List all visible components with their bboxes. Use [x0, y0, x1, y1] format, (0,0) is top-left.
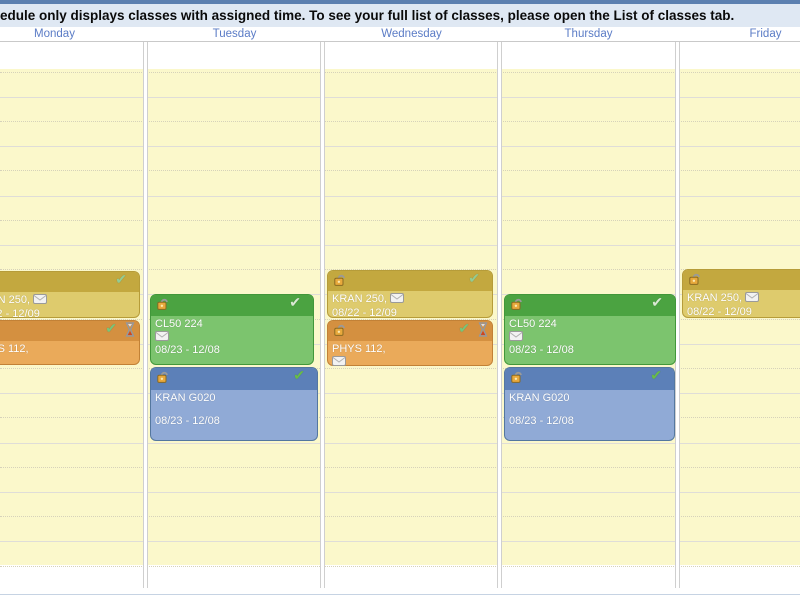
event-kran-250-friday[interactable]: ✔ KRAN 250, 08/22 - 12/09	[682, 269, 800, 318]
envelope-icon	[33, 294, 48, 308]
day-header-row: Monday Tuesday Wednesday Thursday Friday	[0, 27, 800, 41]
check-icon: ✔	[651, 294, 663, 310]
envelope-icon	[745, 292, 760, 306]
event-dates: 08/22 - 12/09	[332, 306, 397, 319]
event-title: CL50 224	[155, 318, 203, 330]
event-header: ✔	[328, 320, 492, 341]
event-body: KRAN G020 08/23 - 12/08	[505, 390, 674, 427]
check-icon: ✔	[468, 270, 480, 286]
column-separator	[143, 42, 148, 588]
event-header: ✔	[505, 367, 674, 390]
event-title: KRAN 250,	[332, 293, 388, 305]
day-header-friday: Friday	[749, 28, 782, 40]
event-body: KRAN 250, 08/22 - 12/09	[328, 291, 492, 319]
event-dates: 08/23 - 12/08	[509, 414, 574, 427]
lock-open-icon	[155, 296, 170, 314]
check-icon: ✔	[289, 294, 301, 310]
event-header: ✔	[151, 367, 317, 390]
event-title: KRAN 250,	[687, 292, 743, 304]
event-body: PHYS 112,	[0, 341, 139, 356]
calendar-grid: ✔ KRAN 250, 08/22 - 12/09 ✔ PHYS 112, ✔	[0, 41, 800, 600]
event-kran-250-monday[interactable]: ✔ KRAN 250, 08/22 - 12/09	[0, 271, 140, 320]
envelope-icon	[155, 330, 169, 345]
lock-open-icon	[509, 369, 524, 387]
event-header: ✔	[505, 294, 675, 316]
event-kran-250-wednesday[interactable]: ✔ KRAN 250, 08/22 - 12/09	[327, 270, 493, 319]
event-header: ✔	[683, 270, 800, 290]
lock-open-icon	[687, 271, 702, 289]
envelope-icon	[332, 355, 346, 370]
notice-banner: edule only displays classes with assigne…	[0, 4, 800, 27]
check-icon: ✔	[293, 367, 305, 383]
column-separator	[497, 42, 502, 588]
lock-open-icon	[332, 272, 347, 290]
day-header-tuesday: Tuesday	[212, 28, 257, 40]
hourglass-icon	[125, 322, 135, 340]
day-header-wednesday: Wednesday	[381, 28, 442, 40]
event-dates: 08/22 - 12/09	[687, 305, 752, 318]
event-header: ✔	[0, 271, 139, 292]
event-phys-112-wednesday[interactable]: ✔ PHYS 112,	[327, 320, 493, 366]
notice-banner-text: edule only displays classes with assigne…	[0, 8, 735, 23]
event-phys-112-monday[interactable]: ✔ PHYS 112,	[0, 320, 140, 365]
event-title: PHYS 112,	[0, 343, 29, 355]
hourglass-icon	[478, 322, 488, 340]
check-icon: ✔	[458, 320, 470, 336]
day-header-monday: Monday	[34, 28, 75, 40]
top-accent-bar	[0, 0, 800, 4]
lock-open-icon	[509, 296, 524, 314]
event-kran-g020-tuesday[interactable]: ✔ KRAN G020 08/23 - 12/08	[150, 367, 318, 441]
event-header: ✔	[0, 320, 139, 341]
check-icon: ✔	[115, 271, 127, 287]
check-icon: ✔	[105, 320, 117, 336]
event-title: CL50 224	[509, 318, 557, 330]
event-dates: 08/23 - 12/08	[155, 414, 220, 427]
event-body: CL50 224 08/23 - 12/08	[151, 316, 313, 357]
event-dates: 08/23 - 12/08	[509, 344, 574, 356]
event-dates: 08/22 - 12/09	[0, 307, 40, 320]
event-title: PHYS 112,	[332, 343, 386, 355]
event-body: KRAN 250, 08/22 - 12/09	[683, 290, 800, 318]
column-separator	[320, 42, 325, 588]
lock-open-icon	[155, 369, 170, 387]
event-title: KRAN G020	[155, 392, 216, 404]
lock-open-icon	[332, 322, 347, 340]
event-body: CL50 224 08/23 - 12/08	[505, 316, 675, 357]
event-header: ✔	[151, 294, 313, 316]
grid-bottom-border	[0, 594, 800, 595]
event-body: KRAN 250, 08/22 - 12/09	[0, 292, 139, 320]
event-body: PHYS 112,	[328, 341, 492, 369]
event-kran-g020-thursday[interactable]: ✔ KRAN G020 08/23 - 12/08	[504, 367, 675, 441]
event-cl50-224-tuesday[interactable]: ✔ CL50 224 08/23 - 12/08	[150, 294, 314, 365]
event-dates: 08/23 - 12/08	[155, 344, 220, 356]
event-title: KRAN 250,	[0, 294, 31, 306]
event-cl50-224-thursday[interactable]: ✔ CL50 224 08/23 - 12/08	[504, 294, 676, 365]
event-header: ✔	[328, 270, 492, 291]
event-body: KRAN G020 08/23 - 12/08	[151, 390, 317, 427]
event-title: KRAN G020	[509, 392, 570, 404]
day-header-thursday: Thursday	[564, 28, 613, 40]
envelope-icon	[509, 330, 523, 345]
envelope-icon	[390, 293, 405, 307]
check-icon: ✔	[650, 367, 662, 383]
